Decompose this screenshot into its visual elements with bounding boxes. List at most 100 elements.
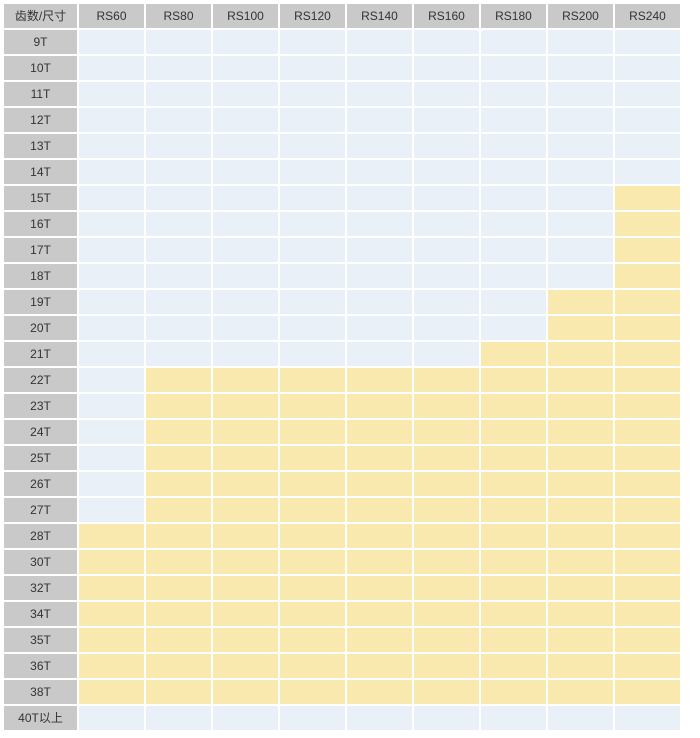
cell-23T-RS160 (414, 394, 479, 418)
cell-12T-RS160 (414, 108, 479, 132)
row-label-17T: 17T (4, 238, 77, 262)
cell-25T-RS200 (548, 446, 613, 470)
cell-18T-RS120 (280, 264, 345, 288)
cell-20T-RS200 (548, 316, 613, 340)
cell-13T-RS140 (347, 134, 412, 158)
cell-32T-RS120 (280, 576, 345, 600)
cell-36T-RS120 (280, 654, 345, 678)
cell-36T-RS140 (347, 654, 412, 678)
cell-15T-RS160 (414, 186, 479, 210)
cell-17T-RS140 (347, 238, 412, 262)
cell-30T-RS60 (79, 550, 144, 574)
cell-21T-RS80 (146, 342, 211, 366)
cell-30T-RS140 (347, 550, 412, 574)
cell-36T-RS80 (146, 654, 211, 678)
cell-27T-RS160 (414, 498, 479, 522)
cell-22T-RS140 (347, 368, 412, 392)
cell-34T-RS100 (213, 602, 278, 626)
row-label-18T: 18T (4, 264, 77, 288)
row-label-28T: 28T (4, 524, 77, 548)
cell-38T-RS200 (548, 680, 613, 704)
table-row-16T: 16T (4, 212, 680, 236)
cell-23T-RS100 (213, 394, 278, 418)
cell-9T-RS100 (213, 30, 278, 54)
cell-13T-RS100 (213, 134, 278, 158)
cell-27T-RS180 (481, 498, 546, 522)
cell-21T-RS120 (280, 342, 345, 366)
row-label-32T: 32T (4, 576, 77, 600)
cell-18T-RS200 (548, 264, 613, 288)
table-row-10T: 10T (4, 56, 680, 80)
cell-36T-RS60 (79, 654, 144, 678)
cell-23T-RS140 (347, 394, 412, 418)
cell-26T-RS120 (280, 472, 345, 496)
cell-16T-RS120 (280, 212, 345, 236)
cell-19T-RS100 (213, 290, 278, 314)
cell-20T-RS80 (146, 316, 211, 340)
cell-35T-RS60 (79, 628, 144, 652)
table-row-21T: 21T (4, 342, 680, 366)
cell-40T以上-RS160 (414, 706, 479, 730)
cell-10T-RS180 (481, 56, 546, 80)
row-label-12T: 12T (4, 108, 77, 132)
cell-23T-RS240 (615, 394, 680, 418)
cell-35T-RS100 (213, 628, 278, 652)
cell-34T-RS120 (280, 602, 345, 626)
cell-14T-RS100 (213, 160, 278, 184)
cell-26T-RS60 (79, 472, 144, 496)
cell-18T-RS60 (79, 264, 144, 288)
cell-34T-RS80 (146, 602, 211, 626)
cell-16T-RS200 (548, 212, 613, 236)
cell-12T-RS180 (481, 108, 546, 132)
column-header-rs100: RS100 (213, 4, 278, 28)
cell-22T-RS60 (79, 368, 144, 392)
row-label-30T: 30T (4, 550, 77, 574)
cell-15T-RS80 (146, 186, 211, 210)
table-row-14T: 14T (4, 160, 680, 184)
cell-40T以上-RS80 (146, 706, 211, 730)
cell-9T-RS120 (280, 30, 345, 54)
cell-22T-RS180 (481, 368, 546, 392)
cell-25T-RS180 (481, 446, 546, 470)
column-header-rs80: RS80 (146, 4, 211, 28)
cell-22T-RS100 (213, 368, 278, 392)
cell-11T-RS240 (615, 82, 680, 106)
cell-19T-RS240 (615, 290, 680, 314)
table-body: 9T 10T 11T 12T 13T 14T 15T 16T 17T 18T 19T 20T 21T 22… (4, 30, 680, 730)
cell-10T-RS100 (213, 56, 278, 80)
table-row-32T: 32T (4, 576, 680, 600)
cell-40T以上-RS140 (347, 706, 412, 730)
cell-40T以上-RS200 (548, 706, 613, 730)
cell-14T-RS80 (146, 160, 211, 184)
row-label-10T: 10T (4, 56, 77, 80)
cell-21T-RS240 (615, 342, 680, 366)
cell-10T-RS120 (280, 56, 345, 80)
cell-15T-RS100 (213, 186, 278, 210)
row-label-35T: 35T (4, 628, 77, 652)
cell-40T以上-RS100 (213, 706, 278, 730)
table-row-27T: 27T (4, 498, 680, 522)
cell-19T-RS200 (548, 290, 613, 314)
table-row-22T: 22T (4, 368, 680, 392)
cell-28T-RS200 (548, 524, 613, 548)
cell-38T-RS160 (414, 680, 479, 704)
cell-27T-RS60 (79, 498, 144, 522)
cell-9T-RS240 (615, 30, 680, 54)
cell-19T-RS180 (481, 290, 546, 314)
cell-21T-RS100 (213, 342, 278, 366)
cell-14T-RS160 (414, 160, 479, 184)
cell-9T-RS200 (548, 30, 613, 54)
cell-22T-RS120 (280, 368, 345, 392)
table-header: 齿数/尺寸 RS60 RS80 RS100 RS120 RS140 RS160 RS180 R… (4, 4, 680, 28)
row-label-27T: 27T (4, 498, 77, 522)
cell-18T-RS240 (615, 264, 680, 288)
cell-24T-RS80 (146, 420, 211, 444)
cell-28T-RS120 (280, 524, 345, 548)
cell-19T-RS140 (347, 290, 412, 314)
cell-24T-RS240 (615, 420, 680, 444)
cell-22T-RS160 (414, 368, 479, 392)
cell-15T-RS140 (347, 186, 412, 210)
row-label-13T: 13T (4, 134, 77, 158)
cell-23T-RS200 (548, 394, 613, 418)
cell-11T-RS60 (79, 82, 144, 106)
